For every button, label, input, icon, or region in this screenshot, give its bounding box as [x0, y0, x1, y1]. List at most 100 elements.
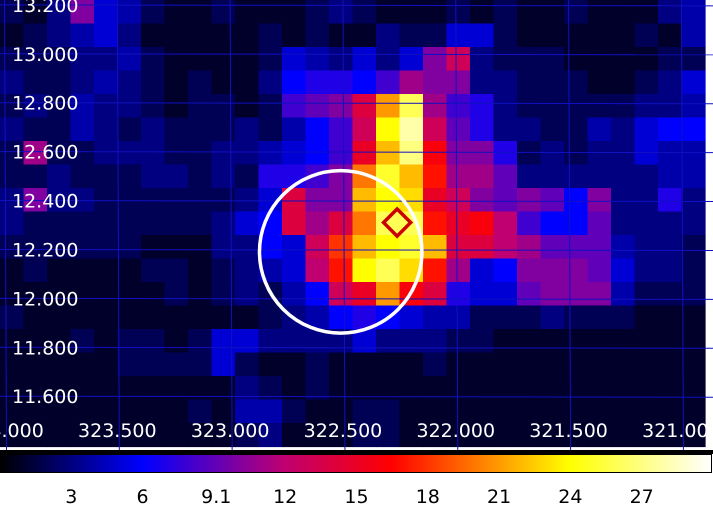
- heatmap-cell: [446, 117, 471, 142]
- heatmap-cell: [376, 23, 401, 48]
- heatmap-cell: [94, 141, 119, 166]
- heatmap-cell: [634, 211, 659, 236]
- heatmap-cell: [305, 282, 330, 307]
- colorbar-tick-labels: 3 6 9.1 12 15 18 21 24 27: [65, 486, 654, 508]
- heatmap-cell: [23, 235, 48, 260]
- grid-line-horizontal: [0, 297, 713, 300]
- heatmap-cell: [47, 329, 72, 354]
- heatmap-cell: [517, 47, 542, 72]
- heatmap-cell: [352, 235, 377, 260]
- heatmap-cell: [681, 0, 706, 25]
- heatmap-cell: [70, 117, 95, 142]
- heatmap-cell: [188, 329, 213, 354]
- heatmap-cell: [141, 352, 166, 377]
- heatmap-cell: [423, 164, 448, 189]
- heatmap-cell: [235, 117, 260, 142]
- heatmap-cell: [141, 188, 166, 213]
- heatmap-cell: [94, 117, 119, 142]
- heatmap-cell: [611, 423, 636, 448]
- heatmap-cell: [446, 282, 471, 307]
- heatmap-cell: [282, 423, 307, 448]
- heatmap-cell: [235, 258, 260, 283]
- heatmap-cell: [94, 282, 119, 307]
- heatmap-cell: [305, 423, 330, 448]
- heatmap-cell: [329, 352, 354, 377]
- x-tick-label: 322.000: [416, 420, 495, 442]
- heatmap-cell: [517, 329, 542, 354]
- heatmap-cell: [0, 47, 25, 72]
- heatmap-cell: [23, 423, 48, 448]
- grid-line-horizontal: [0, 200, 713, 203]
- heatmap-cell: [470, 258, 495, 283]
- heatmap-cell: [282, 329, 307, 354]
- heatmap-cell: [564, 94, 589, 119]
- heatmap-cell: [329, 141, 354, 166]
- heatmap-cell: [470, 211, 495, 236]
- heatmap-cell: [70, 47, 95, 72]
- heatmap-cell: [117, 70, 142, 95]
- heatmap-cell: [352, 141, 377, 166]
- heatmap-cell: [47, 352, 72, 377]
- heatmap-cell: [305, 352, 330, 377]
- heatmap-cell: [282, 70, 307, 95]
- heatmap-cell: [70, 258, 95, 283]
- heatmap-cell: [211, 164, 236, 189]
- x-tick-label: 322.500: [304, 420, 383, 442]
- heatmap-cell: [587, 258, 612, 283]
- heatmap-cell: [117, 352, 142, 377]
- heatmap-cell: [587, 282, 612, 307]
- heatmap-cell: [540, 188, 565, 213]
- heatmap-cell: [611, 282, 636, 307]
- heatmap-cell: [493, 282, 518, 307]
- heatmap-cell: [376, 117, 401, 142]
- x-tick-labels: 324.000 323.500 323.000 322.500 322.000 321.5…: [0, 420, 713, 442]
- heatmap-cell: [0, 117, 25, 142]
- heatmap-cell: [282, 94, 307, 119]
- heatmap-cell: [329, 70, 354, 95]
- heatmap-cell: [399, 70, 424, 95]
- heatmap-cell: [423, 188, 448, 213]
- heatmap-cell: [258, 352, 283, 377]
- heatmap-cell: [305, 235, 330, 260]
- heatmap-cell: [470, 23, 495, 48]
- heatmap-cell: [235, 94, 260, 119]
- heatmap-cell: [211, 117, 236, 142]
- heatmap-cell: [493, 329, 518, 354]
- heatmap-cell: [0, 141, 25, 166]
- heatmap-cell: [235, 399, 260, 424]
- heatmap-cell: [141, 0, 166, 25]
- heatmap-cell: [493, 94, 518, 119]
- heatmap-cell: [493, 117, 518, 142]
- grid-line-horizontal: [0, 4, 713, 7]
- heatmap-cell: [446, 47, 471, 72]
- heatmap-cell: [493, 141, 518, 166]
- y-tick-label: 11.800: [12, 337, 78, 359]
- heatmap-cell: [399, 0, 424, 25]
- heatmap-cell: [446, 188, 471, 213]
- heatmap-cell: [0, 94, 25, 119]
- heatmap-cell: [540, 329, 565, 354]
- heatmap-cell: [681, 94, 706, 119]
- heatmap-cell: [23, 329, 48, 354]
- heatmap-cell: [517, 70, 542, 95]
- heatmap-cell: [235, 211, 260, 236]
- heatmap-cell: [235, 164, 260, 189]
- heatmap-cell: [235, 329, 260, 354]
- heatmap-cell: [352, 23, 377, 48]
- heatmap-cell: [47, 141, 72, 166]
- colorbar-tick-label: 15: [344, 486, 368, 508]
- heatmap-cell: [376, 282, 401, 307]
- heatmap-cell: [0, 305, 25, 330]
- heatmap-cell: [493, 235, 518, 260]
- heatmap-cell: [634, 70, 659, 95]
- heatmap-cell: [47, 235, 72, 260]
- heatmap-cell: [517, 258, 542, 283]
- heatmap-cell: [658, 70, 683, 95]
- heatmap-cell: [47, 399, 72, 424]
- x-tick-label: 324.000: [0, 420, 44, 442]
- heatmap-cell: [47, 47, 72, 72]
- heatmap-cell: [681, 329, 706, 354]
- heatmap-cell: [211, 141, 236, 166]
- heatmap-cell: [446, 376, 471, 401]
- heatmap-cell: [564, 399, 589, 424]
